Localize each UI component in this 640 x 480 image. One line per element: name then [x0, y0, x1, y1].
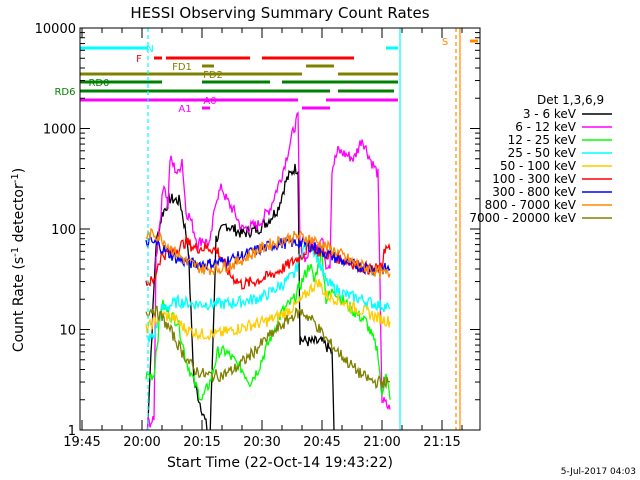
legend-label: 50 - 100 keV [500, 159, 577, 173]
legend-label: 3 - 6 keV [523, 107, 577, 121]
series-line-3-6-keV [146, 163, 335, 430]
y-tick-label: 1 [68, 424, 76, 439]
chart-title: HESSI Observing Summary Count Rates [130, 4, 429, 22]
series-line-6-12-keV [146, 111, 391, 430]
y-axis-label-mid: detector [11, 183, 27, 247]
y-axis-label-main: Count Rate (s [11, 257, 27, 352]
flag-label-FD2: FD2 [203, 70, 223, 81]
footer-timestamp: 5-Jul-2017 04:03 [561, 467, 636, 477]
flag-label-N: N [146, 44, 153, 55]
flag-label-RD0: RD0 [88, 78, 109, 89]
flag-label-A0: A0 [203, 96, 216, 107]
x-tick-label: 19:45 [63, 435, 100, 450]
flag-label-S: S [442, 37, 448, 48]
x-tick-label: 20:30 [243, 435, 280, 450]
y-tick-label: 10000 [35, 22, 76, 37]
x-tick-label: 21:00 [363, 435, 400, 450]
legend-label: 800 - 7000 keV [485, 198, 577, 212]
y-tick-label: 100 [51, 223, 76, 238]
y-axis-label-exp1: -1 [10, 247, 21, 257]
flag-label-FD1: FD1 [172, 62, 192, 73]
y-tick-label: 1000 [43, 123, 76, 138]
series-line-12-25-keV [145, 246, 391, 401]
y-axis-label-end: ) [11, 168, 27, 173]
x-axis-ticks: 19:45 20:00 20:15 20:30 20:45 21:00 21:15 [63, 28, 463, 450]
series-line-25-50-keV [145, 237, 391, 343]
flag-label-A1: A1 [178, 104, 191, 115]
flag-label-F: F [136, 54, 142, 65]
x-tick-label: 20:00 [123, 435, 160, 450]
legend-label: 25 - 50 keV [508, 146, 577, 160]
y-axis-label-exp2: -1 [10, 173, 21, 183]
series-line-800-7000-keV [145, 227, 391, 279]
plot-frame [79, 27, 481, 431]
legend-label: 12 - 25 keV [508, 133, 577, 147]
series-line-50-100-keV [145, 278, 391, 342]
x-axis-label: Start Time (22-Oct-14 19:43:22) [167, 455, 393, 471]
legend-title: Det 1,3,6,9 [537, 93, 604, 107]
legend-label: 6 - 12 keV [515, 120, 577, 134]
x-tick-label: 20:15 [183, 435, 220, 450]
legend-label: 100 - 300 keV [492, 172, 576, 186]
flag-label-RD6: RD6 [54, 87, 75, 98]
x-tick-label: 21:15 [423, 435, 460, 450]
y-axis-ticks: 1 10 100 1000 10000 [35, 22, 480, 439]
plot-area [80, 28, 478, 430]
x-tick-label: 20:45 [303, 435, 340, 450]
y-tick-label: 10 [59, 324, 76, 339]
series-line-7000-20000-keV [145, 305, 391, 390]
y-axis-label: Count Rate (s-1 detector-1) [10, 168, 27, 352]
legend-label: 7000 - 20000 keV [469, 211, 576, 225]
legend-label: 300 - 800 keV [492, 185, 576, 199]
